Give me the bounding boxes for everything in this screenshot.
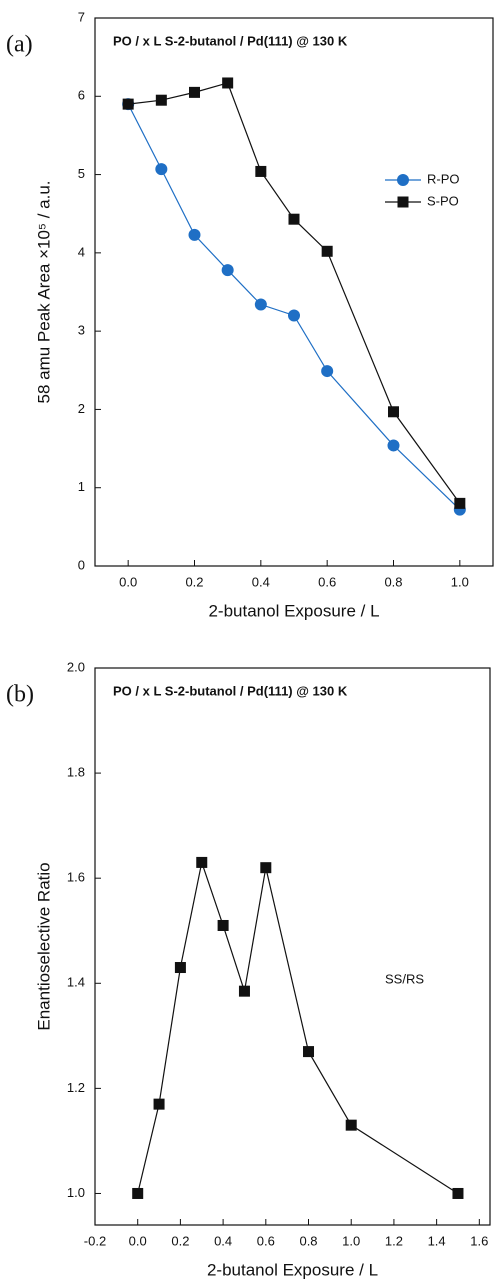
x-tick-label: 1.0 — [451, 574, 469, 589]
y-tick-label: 1.2 — [67, 1080, 85, 1095]
x-tick-label: 0.6 — [257, 1233, 275, 1248]
marker — [153, 1098, 165, 1110]
x-tick-label: 0.2 — [185, 574, 203, 589]
marker — [452, 1187, 464, 1199]
y-tick-label: 1.4 — [67, 975, 85, 990]
marker — [321, 365, 334, 378]
x-tick-label: 1.0 — [342, 1233, 360, 1248]
marker — [454, 497, 466, 509]
marker — [345, 1119, 357, 1131]
series-line — [127, 103, 461, 511]
legend-label: S-PO — [427, 193, 459, 208]
x-tick-label: 1.2 — [385, 1233, 403, 1248]
plot-frame — [94, 17, 494, 567]
annotation: SS/RS — [385, 971, 424, 986]
x-tick-label: 0.0 — [119, 574, 137, 589]
marker — [321, 245, 333, 257]
marker — [222, 77, 234, 89]
marker — [155, 94, 167, 106]
y-tick-label: 1 — [78, 479, 85, 494]
y-tick-label: 7 — [78, 9, 85, 24]
marker — [132, 1187, 144, 1199]
x-tick-label: 0.8 — [384, 574, 402, 589]
x-tick-label: 0.4 — [252, 574, 270, 589]
y-tick-label: 1.0 — [67, 1185, 85, 1200]
marker — [254, 298, 267, 311]
x-tick-label: 0.4 — [214, 1233, 232, 1248]
marker — [288, 213, 300, 225]
panel-label: (b) — [6, 682, 34, 708]
x-axis-title: 2-butanol Exposure / L — [207, 1260, 378, 1279]
legend-marker — [397, 174, 409, 186]
marker — [238, 985, 250, 997]
marker — [388, 406, 399, 418]
y-tick-label: 2 — [78, 401, 85, 416]
y-tick-label: 3 — [78, 323, 85, 338]
y-tick-label: 5 — [78, 166, 85, 181]
marker — [174, 962, 186, 974]
y-axis-title: Enantioselective Ratio — [34, 862, 53, 1030]
y-tick-label: 0 — [78, 557, 85, 572]
marker — [189, 86, 200, 98]
y-tick-label: 6 — [78, 88, 85, 103]
marker — [255, 165, 267, 177]
legend-marker — [397, 196, 409, 208]
y-axis-title: 58 amu Peak Area ×10⁵ / a.u. — [34, 180, 53, 403]
x-axis-title: 2-butanol Exposure / L — [208, 601, 379, 620]
x-tick-label: 0.0 — [129, 1233, 147, 1248]
panel-label: (a) — [6, 32, 33, 58]
marker — [122, 98, 134, 110]
marker — [387, 439, 400, 452]
marker — [260, 862, 272, 874]
y-tick-label: 1.6 — [67, 870, 85, 885]
marker — [155, 163, 168, 176]
series-line — [128, 82, 461, 504]
marker — [188, 228, 201, 241]
chart-title: PO / x L S-2-butanol / Pd(111) @ 130 K — [113, 683, 348, 698]
x-tick-label: 0.8 — [299, 1233, 317, 1248]
y-tick-label: 2.0 — [67, 659, 85, 674]
x-tick-label: 1.4 — [428, 1233, 446, 1248]
legend-label: R-PO — [427, 171, 460, 186]
y-tick-label: 4 — [78, 244, 85, 259]
x-tick-label: 0.2 — [171, 1233, 189, 1248]
marker — [288, 309, 300, 322]
marker — [303, 1046, 315, 1058]
series-line — [137, 860, 459, 1194]
x-tick-label: 1.6 — [470, 1233, 488, 1248]
y-tick-label: 1.8 — [67, 765, 85, 780]
marker — [221, 264, 234, 277]
marker — [196, 856, 208, 868]
x-tick-label: 0.6 — [318, 574, 336, 589]
x-tick-label: -0.2 — [84, 1233, 106, 1248]
chart-title: PO / x L S-2-butanol / Pd(111) @ 130 K — [113, 33, 348, 48]
marker — [217, 919, 229, 931]
plot-frame — [94, 667, 491, 1226]
